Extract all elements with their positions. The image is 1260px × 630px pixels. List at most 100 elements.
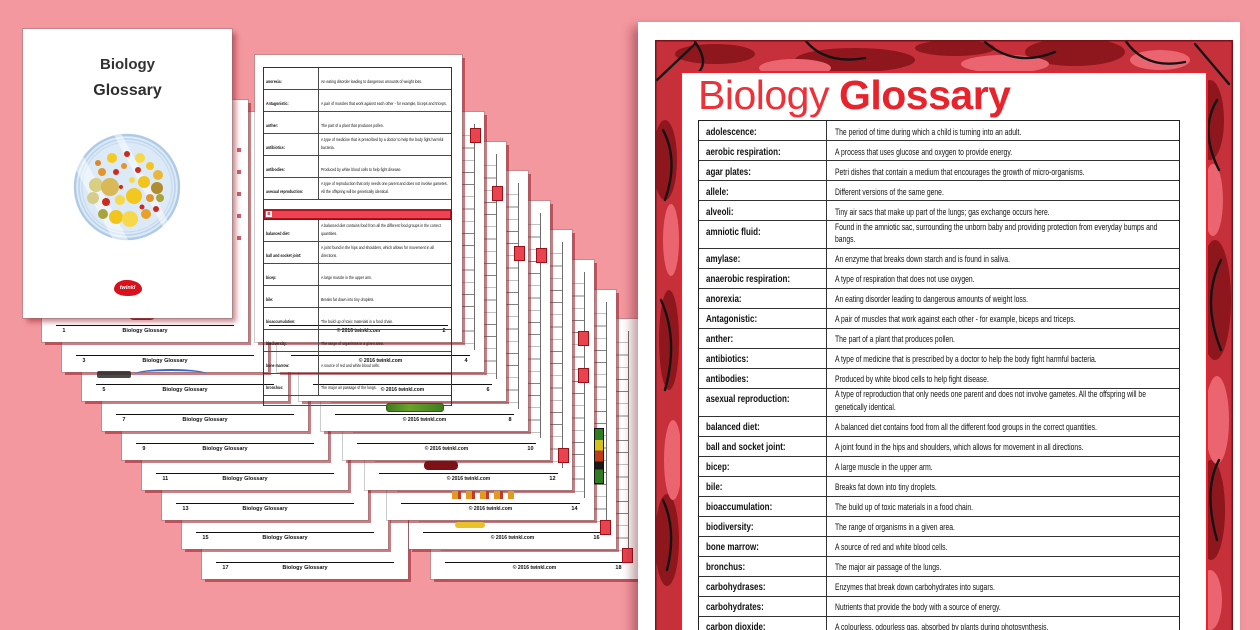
- section-bar-fragment: [600, 520, 611, 535]
- footer-rule: [196, 532, 374, 534]
- term-text: Antagonistic:: [266, 101, 289, 107]
- term-text: ball and socket joint:: [266, 253, 302, 259]
- page-footer: © 2016 twinkl.com 8: [335, 413, 514, 428]
- definition-text: A process that uses glucose and oxygen t…: [835, 146, 1013, 158]
- definition-text: A colourless, odourless gas, absorbed by…: [835, 622, 1049, 630]
- definition-text: Petri dishes that contain a medium that …: [835, 166, 1085, 178]
- footer-rule: [116, 413, 294, 415]
- definition-text: The build up of toxic materials in a foo…: [835, 502, 974, 514]
- footer-doc-title: Biology Glossary: [282, 564, 328, 571]
- term-text: bronchus:: [266, 385, 284, 391]
- footer-doc-title: Biology Glossary: [162, 387, 208, 394]
- definition-cell: The range of organisms in a given area.: [319, 330, 451, 351]
- definition-cell: An enzyme that breaks down starch and is…: [827, 249, 1179, 268]
- footer-rule: [269, 325, 448, 326]
- term-text: bioaccumulation:: [706, 502, 773, 514]
- definition-cell: Produced by white blood cells to help fi…: [319, 156, 451, 177]
- term-cell: bioaccumulation:: [699, 496, 827, 516]
- footer-rule: [313, 384, 492, 386]
- term-text: bicep:: [706, 462, 730, 474]
- definition-cell: A type of medicine that is prescribed by…: [827, 349, 1179, 368]
- definition-text: An enzyme that breaks down starch and is…: [835, 254, 1010, 266]
- term-cell: amylase:: [699, 248, 827, 268]
- definition-text: Breaks fat down into tiny droplets.: [321, 297, 375, 303]
- page-footer: © 2016 twinkl.com 14: [401, 502, 580, 517]
- empty-row: [264, 396, 451, 406]
- definition-cell: The part of a plant that produces pollen…: [827, 329, 1179, 348]
- definition-text: The period of time during which a child …: [835, 126, 1022, 138]
- term-cell: anorexia:: [264, 68, 319, 89]
- footer-page-number: 11: [162, 475, 169, 482]
- section-bar-fragment: [578, 331, 589, 346]
- term-cell: carbohydrates:: [699, 596, 827, 616]
- page-footer: 5 Biology Glossary: [96, 384, 274, 398]
- footer-page-number: 1: [62, 328, 66, 334]
- term-text: bone marrow:: [266, 363, 290, 369]
- definition-text: A type of reproduction that only needs o…: [835, 389, 1146, 414]
- footer-page-number: 8: [508, 416, 512, 423]
- footer-copyright: © 2016 twinkl.com: [490, 535, 535, 542]
- term-text: bioaccumulation:: [266, 319, 296, 325]
- footer-copyright: © 2016 twinkl.com: [446, 475, 491, 482]
- stacked-page-2[interactable]: © 2016 twinkl.com 2 anorexia: An eating dis…: [254, 54, 463, 406]
- term-cell: balanced diet:: [264, 220, 319, 241]
- footer-rule: [335, 413, 514, 415]
- glossary-row: bile: Breaks fat down into tiny droplets.: [264, 286, 451, 308]
- definition-cell: Different versions of the same gene.: [827, 181, 1179, 200]
- footer-page-number: 14: [571, 505, 578, 512]
- term-text: anorexia:: [706, 294, 742, 306]
- twinkl-logo-text: twinkl: [119, 285, 136, 291]
- term-cell: balanced diet:: [699, 416, 827, 436]
- definition-cell: A pair of muscles that work against each…: [827, 309, 1179, 328]
- definition-text: Breaks fat down into tiny droplets.: [835, 482, 937, 494]
- definition-cell: A process that uses glucose and oxygen t…: [827, 141, 1179, 160]
- glossary-row: amylase: An enzyme that breaks down starc…: [699, 248, 1179, 269]
- term-cell: antibodies:: [264, 156, 319, 177]
- definition-cell: A type of reproduction that only needs o…: [319, 178, 451, 199]
- definition-cell: The part of a plant that produces pollen…: [319, 112, 451, 133]
- definition-cell: The major air passage of the lungs.: [827, 557, 1179, 576]
- page-footer: 1 Biology Glossary: [56, 325, 234, 339]
- glossary-row: bronchus: The major air passage of the lu…: [699, 556, 1179, 577]
- footer-doc-title: Biology Glossary: [122, 328, 168, 334]
- definition-text: A type of respiration that does not use …: [835, 274, 975, 286]
- definition-text: The major air passage of the lungs.: [321, 385, 377, 391]
- footer-page-number: 18: [615, 564, 622, 571]
- definition-text: A type of reproduction that only needs o…: [321, 182, 448, 195]
- footer-copyright: © 2016 twinkl.com: [512, 564, 557, 571]
- definition-text: A balanced diet contains food from all t…: [321, 224, 441, 237]
- term-text: bicep:: [266, 275, 277, 281]
- term-cell: allele:: [699, 181, 827, 200]
- footer-page-number: 5: [102, 387, 106, 394]
- glossary-row: antibodies: Produced by white blood cells…: [699, 368, 1179, 389]
- definition-cell: A large muscle in the upper arm.: [319, 264, 451, 285]
- definition-cell: A balanced diet contains food from all t…: [827, 417, 1179, 436]
- glossary-row: bone marrow: A source of red and white bl…: [699, 536, 1179, 557]
- glossary-row: antibodies: Produced by white blood cells…: [264, 156, 451, 178]
- page-footer: © 2016 twinkl.com 10: [357, 443, 536, 457]
- footer-page-number: 2: [442, 328, 446, 334]
- term-cell: bioaccumulation:: [264, 308, 319, 329]
- page-footer: © 2016 twinkl.com 6: [313, 384, 492, 398]
- footer-rule: [176, 502, 354, 504]
- glossary-row: anaerobic respiration: A type of respirat…: [699, 268, 1179, 289]
- definition-cell: Tiny air sacs that make up part of the l…: [827, 201, 1179, 220]
- definition-text: The major air passage of the lungs.: [835, 562, 942, 574]
- term-cell: carbohydrases:: [699, 576, 827, 596]
- definition-cell: Nutrients that provide the body with a s…: [827, 597, 1179, 616]
- term-text: aerobic respiration:: [706, 146, 781, 158]
- term-text: Antagonistic:: [706, 314, 758, 326]
- cover-page-thumbnail[interactable]: Biology Glossary: [22, 28, 233, 319]
- section-header-bar: B: [264, 210, 451, 220]
- term-cell: bicep:: [264, 264, 319, 285]
- term-text: antibiotics:: [266, 145, 285, 151]
- section-bar-fragment: [514, 246, 525, 261]
- term-cell: bronchus:: [264, 374, 319, 395]
- term-cell: asexual reproduction:: [264, 178, 319, 199]
- glossary-row: amniotic fluid: Found in the amniotic sac…: [699, 221, 1179, 249]
- definition-cell: A colourless, odourless gas, absorbed by…: [827, 617, 1179, 630]
- footer-copyright: © 2016 twinkl.com: [402, 416, 447, 423]
- term-text: asexual reproduction:: [266, 189, 304, 195]
- term-cell: antibodies:: [699, 368, 827, 388]
- glossary-row: biodiversity: The range of organisms in a…: [264, 330, 451, 352]
